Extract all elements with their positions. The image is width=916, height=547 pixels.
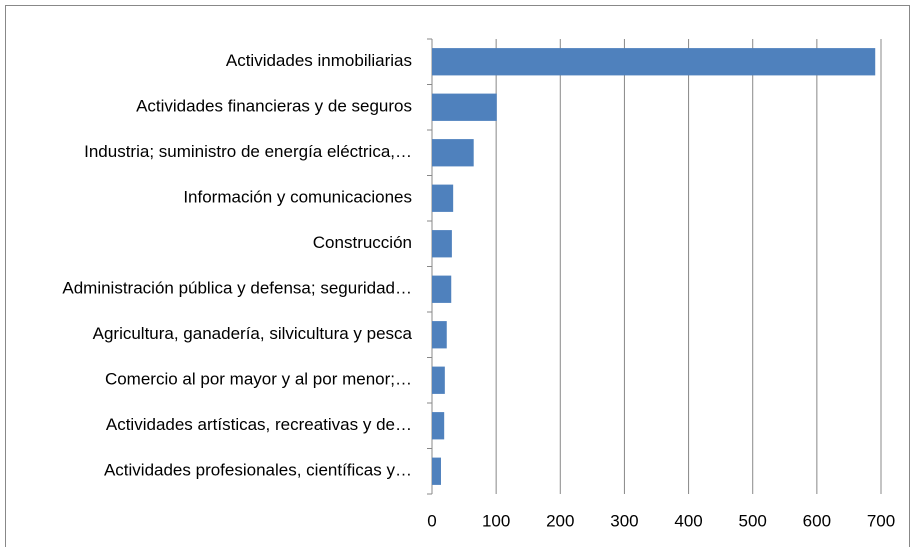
x-tick-label: 0 xyxy=(427,511,436,530)
y-tick-label: Información y comunicaciones xyxy=(183,188,412,207)
y-tick-label: Construcción xyxy=(313,233,412,252)
x-tick-label: 500 xyxy=(739,511,767,530)
bar xyxy=(432,93,497,121)
y-tick-label: Actividades inmobiliarias xyxy=(226,51,412,70)
y-tick-label: Comercio al por mayor y al por menor;… xyxy=(105,370,412,389)
bar xyxy=(432,48,876,76)
bar xyxy=(432,230,452,258)
bar xyxy=(432,139,474,167)
x-tick-label: 300 xyxy=(610,511,638,530)
bar xyxy=(432,184,454,212)
bar xyxy=(432,321,447,349)
y-tick-label: Actividades artísticas, recreativas y de… xyxy=(106,415,412,434)
bar xyxy=(432,412,445,440)
x-tick-label: 200 xyxy=(546,511,574,530)
bar xyxy=(432,366,445,394)
y-tick-label: Actividades profesionales, científicas y… xyxy=(104,461,412,480)
x-tick-label: 100 xyxy=(482,511,510,530)
x-tick-label: 700 xyxy=(867,511,895,530)
x-tick-label: 600 xyxy=(803,511,831,530)
bar xyxy=(432,457,441,485)
y-tick-label: Actividades financieras y de seguros xyxy=(136,97,412,116)
bar xyxy=(432,275,452,303)
x-tick-label: 400 xyxy=(674,511,702,530)
y-tick-label: Agricultura, ganadería, silvicultura y p… xyxy=(93,324,413,343)
y-tick-label: Administración pública y defensa; seguri… xyxy=(62,279,412,298)
y-tick-label: Industria; suministro de energía eléctri… xyxy=(84,142,412,161)
